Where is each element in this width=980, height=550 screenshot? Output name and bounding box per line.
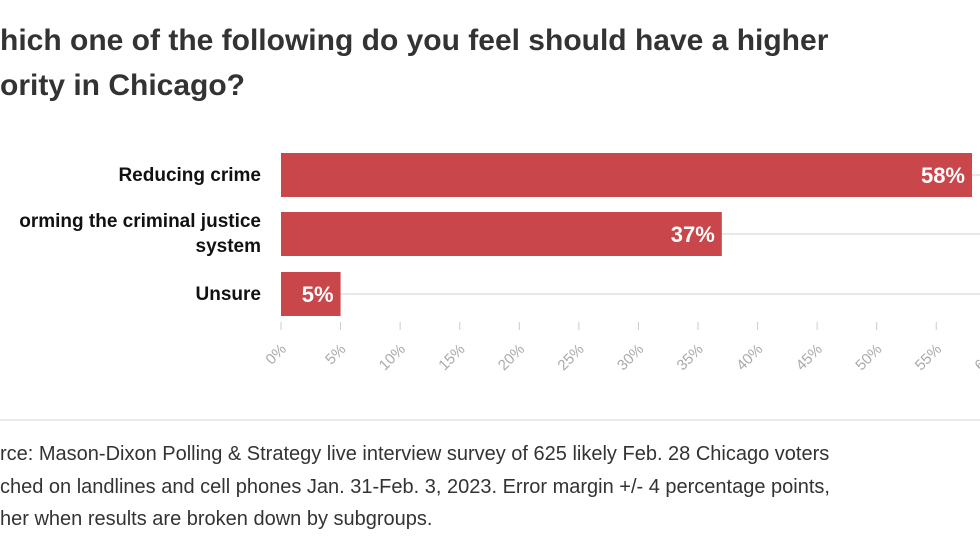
value-label: 37% xyxy=(671,222,715,247)
x-tick-label: 30% xyxy=(614,341,647,374)
bar xyxy=(281,212,722,256)
x-tick-label: 25% xyxy=(554,341,587,374)
bar xyxy=(281,272,341,316)
x-tick-label: 45% xyxy=(793,341,826,374)
value-label: 5% xyxy=(302,282,334,307)
x-tick-label: 15% xyxy=(435,341,468,374)
x-tick-label: 35% xyxy=(674,341,707,374)
x-tick-label: 5% xyxy=(322,341,349,368)
x-tick-label: 20% xyxy=(495,341,528,374)
x-tick-label: 55% xyxy=(912,341,945,374)
value-label: 58% xyxy=(921,163,965,188)
chart-title: ority in Chicago? xyxy=(0,69,246,102)
source-line: rce: Mason-Dixon Polling & Strategy live… xyxy=(0,443,830,465)
source-line: her when results are broken down by subg… xyxy=(0,508,433,530)
source-line: ched on landlines and cell phones Jan. 3… xyxy=(0,476,830,498)
x-tick-label: 50% xyxy=(852,341,885,374)
category-label: Unsure xyxy=(195,283,261,305)
category-label: orming the criminal justice system xyxy=(19,211,261,257)
x-tick-label: 0% xyxy=(262,341,289,368)
chart-title: hich one of the following do you feel sh… xyxy=(0,24,829,57)
bar xyxy=(281,153,972,197)
x-tick-label: 10% xyxy=(376,341,409,374)
x-tick-label: 40% xyxy=(733,341,766,374)
x-tick-label: 60% xyxy=(971,341,980,374)
category-label: Reducing crime xyxy=(118,164,261,186)
